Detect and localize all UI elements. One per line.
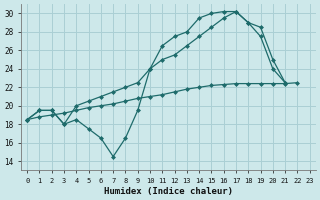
X-axis label: Humidex (Indice chaleur): Humidex (Indice chaleur) [104, 187, 233, 196]
